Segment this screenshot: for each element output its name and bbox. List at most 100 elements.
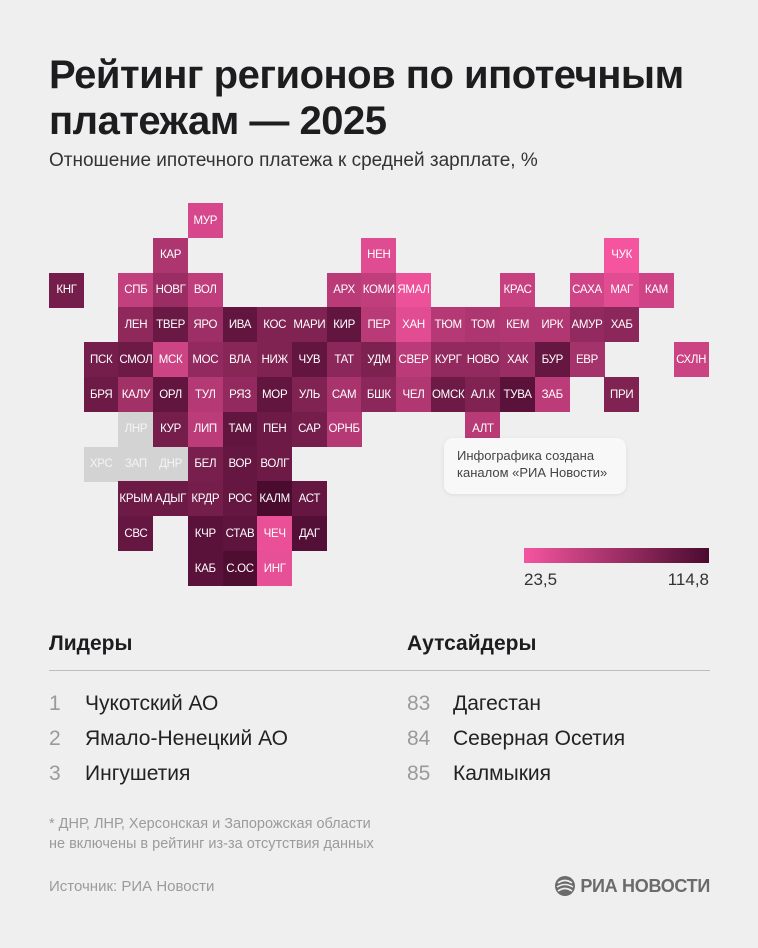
credit-note-line1: Инфографика создана — [457, 448, 595, 463]
region-tile-С.ОС: С.ОС — [222, 551, 258, 586]
region-tile-БЕЛ: БЕЛ — [187, 446, 223, 482]
region-tile-СТАВ: СТАВ — [222, 516, 258, 552]
region-tile-ЗАБ: ЗАБ — [534, 377, 570, 412]
rank: 85 — [407, 762, 431, 785]
region-tile-АЛ.К: АЛ.К — [465, 377, 501, 412]
region-tile-ОМСК: ОМСК — [430, 377, 466, 412]
region-name: Ямало-Ненецкий АО — [85, 727, 288, 750]
region-tile-ВЛА: ВЛА — [222, 342, 258, 378]
region-tile-КРАС: КРАС — [500, 272, 536, 308]
rank: 2 — [49, 727, 61, 750]
region-tile-ЛЕН: ЛЕН — [118, 307, 154, 343]
region-tile-СВЕР: СВЕР — [396, 342, 431, 378]
region-tile-ХАН: ХАН — [396, 307, 431, 343]
region-tile-ОРНБ: ОРНБ — [326, 411, 362, 447]
region-tile-ИНГ: ИНГ — [257, 551, 293, 586]
region-tile-УЛЬ: УЛЬ — [291, 377, 327, 412]
region-tile-КЧР: КЧР — [187, 516, 223, 552]
region-tile-САМ: САМ — [326, 377, 362, 412]
region-tile-НОВО: НОВО — [465, 342, 501, 378]
region-tile-СХЛН: СХЛН — [673, 342, 709, 378]
region-tile-МОС: МОС — [187, 342, 223, 378]
region-tile-МАГ: МАГ — [604, 272, 640, 308]
region-tile-ВОЛГ: ВОЛГ — [257, 446, 293, 482]
region-tile-ИРК: ИРК — [534, 307, 570, 343]
region-name: Чукотский АО — [85, 692, 219, 715]
region-tile-ИВА: ИВА — [222, 307, 258, 343]
region-tile-УДМ: УДМ — [361, 342, 397, 378]
region-tile-КИР: КИР — [326, 307, 362, 343]
credit-note-line2: каналом «РИА Новости» — [457, 465, 608, 480]
region-tile-САХА: САХА — [569, 272, 605, 308]
region-tile-КАБ: КАБ — [187, 551, 223, 586]
ria-logo: РИА НОВОСТИ — [554, 875, 710, 897]
region-tile-МАРИ: МАРИ — [291, 307, 327, 343]
footnote: * ДНР, ЛНР, Херсонская и Запорожская обл… — [49, 814, 374, 854]
region-tile-ЯМАЛ: ЯМАЛ — [396, 272, 431, 308]
rank: 84 — [407, 727, 431, 750]
region-name: Северная Осетия — [453, 727, 626, 750]
divider — [49, 670, 710, 671]
region-tile-МСК: МСК — [153, 342, 189, 378]
region-name: Ингушетия — [85, 762, 191, 785]
region-tile-ХАК: ХАК — [500, 342, 536, 378]
region-tile-БУР: БУР — [534, 342, 570, 378]
region-tile-СВС: СВС — [118, 516, 154, 552]
region-tile-КОМИ: КОМИ — [361, 272, 397, 308]
region-tile-НИЖ: НИЖ — [257, 342, 293, 378]
region-tile-КРЫМ: КРЫМ — [118, 481, 154, 517]
legend-min-label: 23,5 — [524, 570, 558, 589]
region-tile-СМОЛ: СМОЛ — [118, 342, 154, 378]
region-tile-НОВГ: НОВГ — [153, 272, 189, 308]
region-tile-ПСК: ПСК — [83, 342, 119, 378]
region-tile-ПЕР: ПЕР — [361, 307, 397, 343]
leaders-heading: Лидеры — [49, 632, 133, 655]
region-tile-ЧУК: ЧУК — [604, 237, 640, 273]
region-tile-БШК: БШК — [361, 377, 397, 412]
region-tile-КЕМ: КЕМ — [500, 307, 536, 343]
credit-note: Инфографика создана каналом «РИА Новости… — [444, 438, 626, 494]
tile-map: МУР КАР НЕН ЧУК КНГ СПБ НОВГ ВОЛ АРХ КОМИ ЯМАЛ КРАС… — [49, 203, 749, 603]
source-text: Источник: РИА Новости — [49, 878, 215, 895]
region-tile-КАР: КАР — [153, 237, 189, 273]
region-tile-ТВЕР: ТВЕР — [153, 307, 189, 343]
rank: 1 — [49, 692, 61, 715]
region-tile-САР: САР — [291, 411, 327, 447]
footnote-line2: не включены в рейтинг из-за отсутствия д… — [49, 836, 374, 852]
legend-max-label: 114,8 — [667, 570, 709, 589]
region-tile-КАЛМ: КАЛМ — [257, 481, 293, 517]
region-tile-ТУЛ: ТУЛ — [187, 377, 223, 412]
rank: 83 — [407, 692, 431, 715]
region-tile-ОРЛ: ОРЛ — [153, 377, 189, 412]
region-tile-МОР: МОР — [257, 377, 293, 412]
region-tile-ВОР: ВОР — [222, 446, 258, 482]
region-tile-ЧЕЛ: ЧЕЛ — [396, 377, 431, 412]
region-tile-ТАМ: ТАМ — [222, 411, 258, 447]
region-name: Дагестан — [453, 692, 541, 715]
ria-globe-icon — [555, 876, 576, 896]
region-tile-КОС: КОС — [257, 307, 293, 343]
region-tile-НЕН: НЕН — [361, 237, 397, 273]
region-tile-ДНР: ДНР — [153, 446, 189, 482]
region-tile-АМУР: АМУР — [569, 307, 605, 343]
region-tile-ЗАП: ЗАП — [118, 446, 154, 482]
region-tile-ЧУВ: ЧУВ — [291, 342, 327, 378]
outsiders-heading: Аутсайдеры — [407, 632, 537, 655]
region-tile-РОС: РОС — [222, 481, 258, 517]
region-tile-ПРИ: ПРИ — [604, 377, 640, 412]
region-tile-МУР: МУР — [187, 203, 223, 238]
region-name: Калмыкия — [453, 762, 551, 785]
region-tile-ЧЕЧ: ЧЕЧ — [257, 516, 293, 552]
region-tile-КАМ: КАМ — [638, 272, 674, 308]
region-tile-КАЛУ: КАЛУ — [118, 377, 154, 412]
region-tile-ТАТ: ТАТ — [326, 342, 362, 378]
region-tile-РЯЗ: РЯЗ — [222, 377, 258, 412]
region-tile-ТОМ: ТОМ — [465, 307, 501, 343]
region-tile-ЕВР: ЕВР — [569, 342, 605, 378]
region-tile-ПЕН: ПЕН — [257, 411, 293, 447]
region-tile-КНГ: КНГ — [49, 272, 84, 308]
region-tile-АДЫГ: АДЫГ — [153, 481, 189, 517]
region-tile-БРЯ: БРЯ — [83, 377, 119, 412]
region-tile-ЛИП: ЛИП — [187, 411, 223, 447]
region-tile-ТУВА: ТУВА — [500, 377, 536, 412]
